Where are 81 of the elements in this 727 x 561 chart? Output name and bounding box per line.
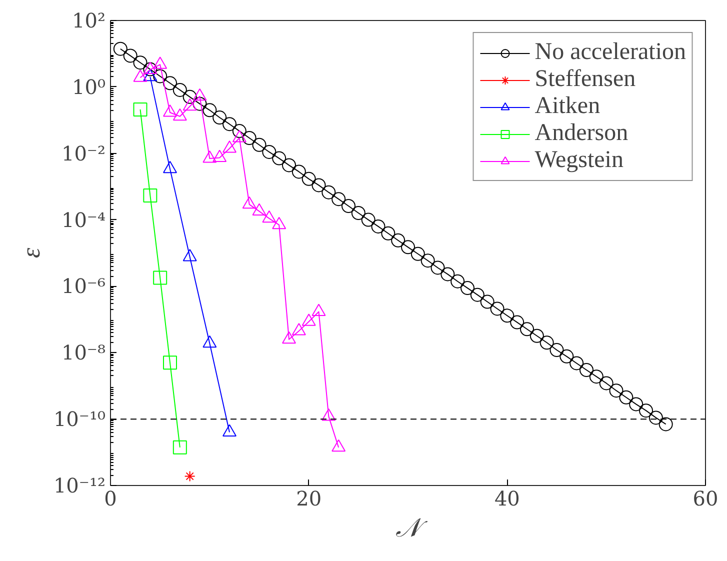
point bbox=[480, 294, 494, 309]
point bbox=[381, 226, 396, 240]
point bbox=[648, 410, 663, 425]
point bbox=[490, 302, 504, 316]
point bbox=[282, 158, 296, 172]
point bbox=[252, 138, 266, 152]
x-tick-label: 20 bbox=[296, 486, 322, 510]
point bbox=[420, 254, 435, 268]
point bbox=[599, 376, 614, 390]
legend-label: No acceleration bbox=[534, 39, 686, 66]
point bbox=[570, 356, 584, 370]
x-axis-title: 𝒩 bbox=[396, 514, 428, 542]
point bbox=[460, 281, 474, 296]
point bbox=[580, 363, 594, 377]
point bbox=[272, 151, 286, 166]
point bbox=[510, 315, 524, 330]
point bbox=[391, 233, 406, 248]
y-tick-label: 10⁻¹⁰ bbox=[53, 407, 106, 432]
point bbox=[172, 82, 187, 97]
y-axis-title: ε bbox=[16, 247, 46, 258]
point bbox=[123, 48, 138, 63]
point bbox=[520, 322, 534, 336]
point bbox=[212, 110, 227, 124]
point bbox=[312, 178, 326, 192]
y-tick-label: 10⁻⁸ bbox=[61, 340, 106, 365]
y-tick-label: 10⁰ bbox=[72, 74, 106, 99]
point bbox=[133, 56, 148, 70]
point bbox=[163, 76, 177, 90]
point bbox=[153, 270, 168, 285]
point bbox=[530, 328, 544, 343]
point bbox=[658, 417, 673, 432]
y-tick-label: 10⁻⁴ bbox=[61, 208, 106, 232]
point bbox=[430, 260, 445, 275]
point bbox=[242, 131, 256, 145]
point bbox=[560, 349, 574, 364]
legend-label: Anderson bbox=[534, 120, 628, 147]
point bbox=[361, 212, 376, 227]
point bbox=[302, 172, 316, 186]
point bbox=[332, 192, 346, 206]
point bbox=[342, 199, 356, 213]
point bbox=[440, 267, 455, 282]
point bbox=[133, 102, 148, 116]
point bbox=[410, 246, 425, 261]
point bbox=[639, 404, 653, 418]
legend-label: Wegstein bbox=[534, 147, 624, 174]
point bbox=[589, 370, 604, 384]
legend-label: Steffensen bbox=[534, 66, 636, 93]
point bbox=[163, 356, 177, 370]
point bbox=[222, 117, 236, 132]
point bbox=[262, 144, 276, 159]
point bbox=[143, 62, 158, 76]
point bbox=[202, 103, 217, 118]
point bbox=[619, 390, 634, 404]
y-tick-label: 10⁻⁶ bbox=[61, 274, 106, 298]
point bbox=[450, 274, 465, 288]
point bbox=[371, 219, 386, 234]
point bbox=[500, 308, 514, 323]
point bbox=[322, 185, 336, 200]
point bbox=[470, 288, 484, 302]
legend-label: Aitken bbox=[534, 93, 600, 120]
point bbox=[172, 440, 187, 454]
y-tick-label: 10² bbox=[72, 8, 106, 32]
point bbox=[401, 240, 415, 254]
x-tick-label: 40 bbox=[494, 486, 520, 510]
point bbox=[540, 336, 554, 350]
point bbox=[182, 90, 197, 104]
x-tick-label: 60 bbox=[692, 486, 718, 510]
point bbox=[192, 96, 207, 111]
point bbox=[143, 188, 158, 202]
point bbox=[609, 384, 624, 398]
x-tick-label: 0 bbox=[104, 486, 117, 510]
point bbox=[351, 206, 366, 220]
point bbox=[629, 397, 644, 412]
point bbox=[232, 124, 246, 138]
y-tick-label: 10⁻² bbox=[61, 141, 106, 166]
y-tick-label: 10⁻¹² bbox=[53, 474, 106, 498]
point bbox=[184, 470, 196, 482]
point bbox=[113, 42, 128, 56]
point bbox=[292, 164, 306, 179]
point bbox=[153, 69, 168, 84]
point bbox=[550, 343, 564, 357]
